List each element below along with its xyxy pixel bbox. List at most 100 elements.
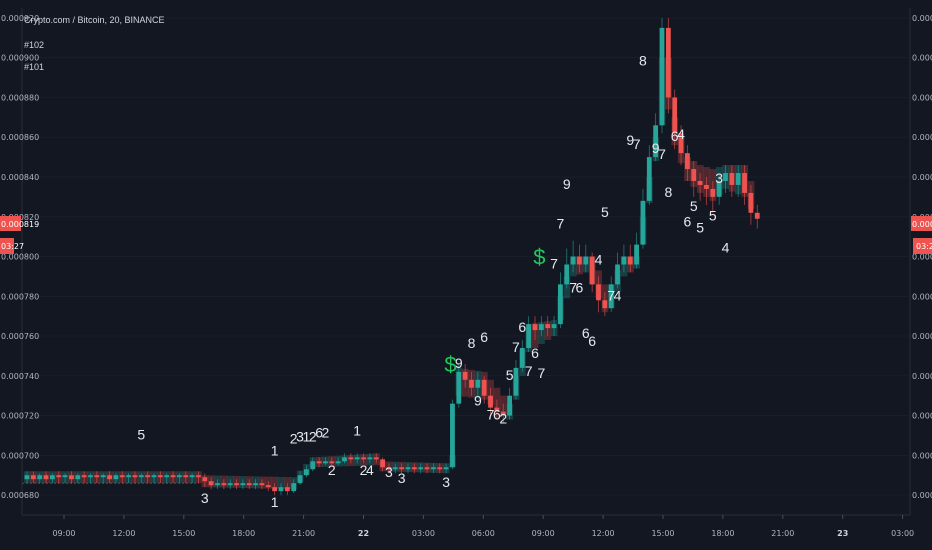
y-tick-label-right: 0.000720 xyxy=(912,412,932,421)
count-label: 1 xyxy=(353,422,361,438)
candle-body xyxy=(678,133,684,154)
candle-body xyxy=(710,188,716,197)
y-tick-label-right: 0.000680 xyxy=(912,491,932,500)
indicator-label-2: #101 xyxy=(24,62,45,72)
count-label: 5 xyxy=(601,204,609,220)
candle-body xyxy=(691,169,697,181)
price-tag-value: 0.000819 xyxy=(1,220,39,229)
count-label: 5 xyxy=(709,208,717,224)
candle-body xyxy=(316,461,322,464)
count-label: 8 xyxy=(468,335,476,351)
candle-body xyxy=(615,264,620,285)
x-tick-label: 03:00 xyxy=(412,529,435,538)
count-label: 4 xyxy=(595,251,603,267)
candle-body xyxy=(342,457,347,462)
count-label: 8 xyxy=(664,184,672,200)
count-label: 6 xyxy=(582,325,590,341)
x-tick-label: 03:00 xyxy=(891,529,914,538)
count-label: 7 xyxy=(550,255,558,271)
x-tick-label: 15:00 xyxy=(172,529,195,538)
candle-body xyxy=(329,461,335,464)
count-label: 6 xyxy=(588,333,596,349)
candle-body xyxy=(37,475,43,480)
count-label: 9 xyxy=(626,132,634,148)
candle-body xyxy=(729,173,735,185)
count-label: 2 xyxy=(290,430,298,446)
count-label: 6 xyxy=(315,424,323,440)
candle-body xyxy=(634,244,639,265)
count-label: 3 xyxy=(296,428,304,444)
candle-body xyxy=(716,180,722,197)
price-tag-bg-right xyxy=(911,216,932,231)
price-tag-left: 0.000819 03:27 xyxy=(0,216,39,254)
count-label: 7 xyxy=(569,279,577,295)
price-time-bg-right xyxy=(913,238,932,254)
candle-body xyxy=(202,477,208,482)
count-label: 6 xyxy=(684,214,692,230)
count-label: 7 xyxy=(633,136,641,152)
candle-body xyxy=(742,173,747,193)
candle-body xyxy=(348,457,354,460)
candle-body xyxy=(443,467,449,470)
y-tick-label-left: 0.000860 xyxy=(1,133,39,142)
y-tick-label-right: 0.000740 xyxy=(912,372,932,381)
dollar-signal-icon: $ xyxy=(444,352,456,377)
candle-body xyxy=(494,407,500,412)
candle-body xyxy=(513,367,519,396)
candle-body xyxy=(113,475,119,480)
candle-body xyxy=(310,461,316,470)
y-tick-label-left: 0.000840 xyxy=(1,173,39,182)
x-tick-label: 06:00 xyxy=(472,529,495,538)
count-label: 5 xyxy=(696,220,704,236)
candle-body xyxy=(437,467,443,470)
candle-body xyxy=(30,475,36,480)
candle-body xyxy=(297,475,303,484)
count-label: 6 xyxy=(518,319,526,335)
candle-body xyxy=(145,475,151,478)
candle-body xyxy=(583,256,589,265)
count-label: 1 xyxy=(303,428,311,444)
candle-body xyxy=(431,467,436,470)
count-label: 9 xyxy=(652,140,660,156)
count-label: 8 xyxy=(639,53,647,69)
candle-body xyxy=(507,395,512,416)
candle-body xyxy=(456,371,462,404)
count-label: 2 xyxy=(322,424,330,440)
candle-body xyxy=(735,173,741,185)
candle-body xyxy=(621,256,627,265)
candle-body xyxy=(284,487,290,492)
y-tick-label-right: 0.000840 xyxy=(912,173,932,182)
candle-body xyxy=(411,467,417,470)
candle-body xyxy=(469,379,474,388)
y-tick-label-right: 0.000700 xyxy=(912,451,932,460)
count-label: 5 xyxy=(690,198,698,214)
count-label: 4 xyxy=(677,126,685,142)
candle-body xyxy=(246,483,252,486)
candle-body xyxy=(189,475,195,478)
band-segment xyxy=(277,476,285,489)
x-tick-label: 09:00 xyxy=(52,529,75,538)
y-tick-label-left: 0.000920 xyxy=(1,14,39,23)
x-tick-label: 18:00 xyxy=(711,529,734,538)
x-axis: 09:00 12:00 15:00 18:00 21:00 22 03:00 06:00 09:… xyxy=(52,515,914,538)
candle-body xyxy=(564,264,570,285)
count-label: 1 xyxy=(271,494,279,510)
count-label: 3 xyxy=(715,170,723,186)
candle-body xyxy=(519,347,525,368)
candle-body xyxy=(253,483,258,486)
candle-body xyxy=(278,487,284,492)
band-segment xyxy=(284,477,291,490)
y-tick-label-left: 0.000720 xyxy=(1,412,39,421)
candle-body xyxy=(697,180,703,185)
candle-body xyxy=(545,324,551,329)
count-label: 5 xyxy=(506,367,514,383)
candle-body xyxy=(577,256,582,265)
candle-body xyxy=(418,467,424,470)
candle-body xyxy=(532,324,538,331)
candle-body xyxy=(88,475,93,478)
candle-body xyxy=(196,475,201,478)
x-tick-label: 23 xyxy=(837,529,848,538)
